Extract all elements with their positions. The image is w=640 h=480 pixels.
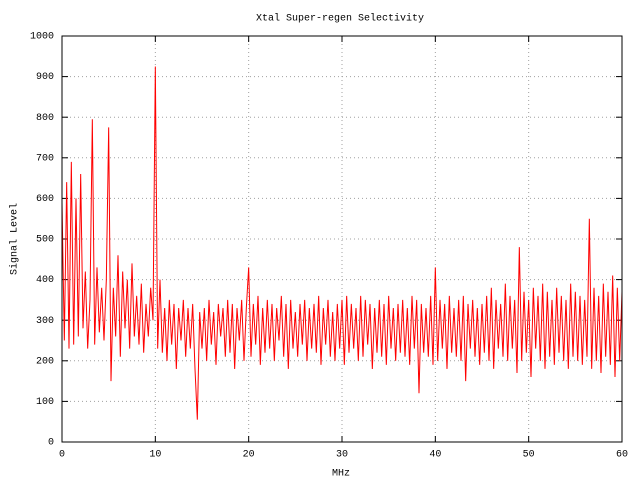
- signal-line: [61, 66, 623, 420]
- y-tick-label: 900: [36, 72, 54, 83]
- y-tick-label: 700: [36, 153, 54, 164]
- plot-border: [61, 35, 623, 443]
- y-tick-label: 100: [36, 397, 54, 408]
- x-tick-label: 0: [59, 450, 65, 461]
- y-tick-label: 200: [36, 356, 54, 367]
- x-tick-label: 50: [523, 450, 535, 461]
- y-tick-label: 800: [36, 113, 54, 124]
- y-tick-label: 1000: [30, 32, 54, 43]
- y-axis-label: Signal Level: [9, 203, 21, 275]
- y-tick-label: 400: [36, 275, 54, 286]
- x-tick-label: 30: [336, 450, 348, 461]
- x-axis-label: MHz: [332, 469, 350, 480]
- x-tick-label: 40: [429, 450, 441, 461]
- x-tick-label: 60: [616, 450, 628, 461]
- chart-title: Xtal Super-regen Selectivity: [256, 13, 424, 25]
- x-tick-label: 10: [149, 450, 161, 461]
- y-tick-label: 0: [48, 438, 54, 449]
- y-tick-label: 600: [36, 194, 54, 205]
- y-tick-label: 500: [36, 235, 54, 246]
- y-tick-label: 300: [36, 316, 54, 327]
- x-tick-label: 20: [243, 450, 255, 461]
